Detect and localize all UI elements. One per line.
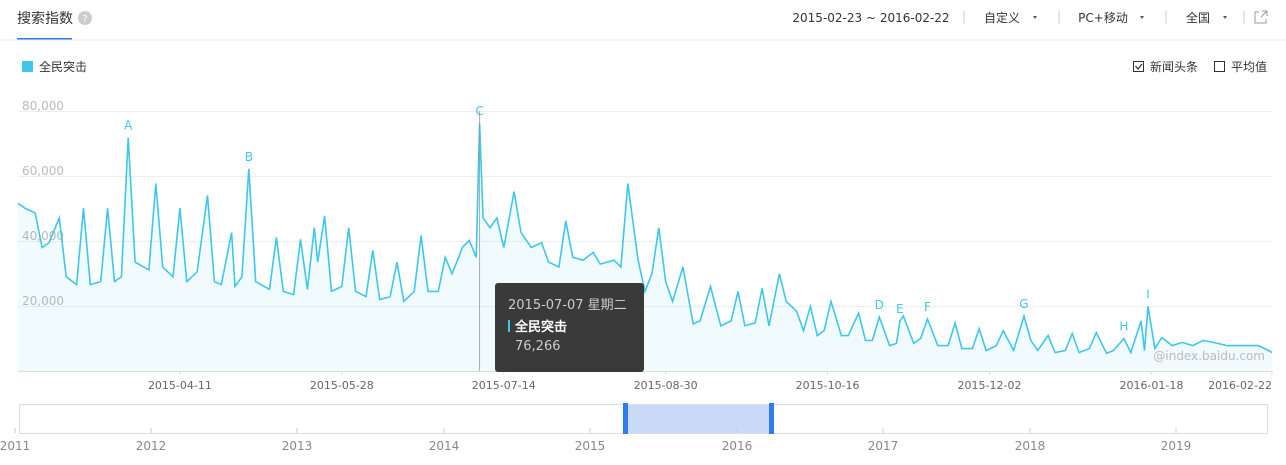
- navigator-handle[interactable]: [623, 403, 628, 434]
- dropdown-arrow: [1223, 16, 1227, 19]
- tooltip: 2015-07-07 星期二 全民突击 76,266: [495, 283, 644, 372]
- page-title: 搜索指数: [17, 10, 73, 27]
- device-select[interactable]: PC+移动: [1078, 11, 1128, 25]
- dropdown-arrow: [1033, 16, 1037, 19]
- region-select[interactable]: 全国: [1186, 10, 1210, 25]
- annotation: A: [124, 119, 133, 133]
- annotation: E: [896, 302, 904, 316]
- annotation: G: [1019, 297, 1028, 311]
- navigator-year: 2015: [575, 439, 606, 453]
- tooltip-series: 全民突击: [514, 319, 567, 335]
- y-tick-label: 20,000: [22, 294, 64, 308]
- date-range[interactable]: 2015-02-23 ~ 2016-02-22: [792, 11, 949, 25]
- navigator-axis: 2011 2012 2013 2014 2015 2016 2017 2018 2019: [0, 428, 1191, 453]
- y-tick-label: 80,000: [22, 99, 64, 113]
- checkbox[interactable]: [1133, 61, 1144, 72]
- tooltip-title: 2015-07-07 星期二: [508, 298, 627, 313]
- annotation: I: [1146, 287, 1150, 301]
- checkbox-label[interactable]: 平均值: [1231, 59, 1267, 74]
- x-tick-label: 2016-01-18: [1119, 379, 1183, 392]
- navigator-year: 2012: [136, 439, 167, 453]
- y-tick-label: 60,000: [22, 164, 64, 178]
- navigator-selection[interactable]: [626, 405, 771, 433]
- navigator-handle[interactable]: [769, 403, 774, 434]
- area-fill: [18, 123, 1272, 371]
- annotation: H: [1119, 320, 1128, 334]
- navigator-year: 2013: [282, 439, 313, 453]
- x-tick-label: 2015-10-16: [796, 379, 860, 392]
- navigator-year: 2019: [1161, 439, 1192, 453]
- line: [17, 123, 1273, 355]
- legend-label[interactable]: 全民突击: [39, 59, 87, 74]
- annotation: D: [875, 298, 884, 312]
- checkbox[interactable]: [1214, 61, 1225, 72]
- export-icon[interactable]: [1254, 10, 1268, 24]
- mode-select[interactable]: 自定义: [984, 10, 1020, 25]
- x-tick-label: 2015-07-14: [472, 379, 536, 392]
- x-tick-label: 2015-05-28: [310, 379, 374, 392]
- navigator-year: 2018: [1015, 439, 1046, 453]
- help-icon-glyph: ?: [82, 14, 87, 25]
- x-tick-label: 2015-04-11: [148, 379, 212, 392]
- tooltip-value: 76,266: [515, 339, 561, 354]
- dropdown-arrow: [1140, 16, 1144, 19]
- x-tick-label: 2015-12-02: [958, 379, 1022, 392]
- tooltip-swatch: [508, 320, 510, 332]
- legend-swatch[interactable]: [22, 61, 33, 72]
- annotation: F: [924, 300, 931, 314]
- navigator-year: 2016: [722, 439, 753, 453]
- x-tick-label: 2016-02-22: [1208, 379, 1272, 392]
- navigator-year: 2017: [868, 439, 899, 453]
- watermark: @index.baidu.com: [1153, 349, 1265, 363]
- annotation: B: [245, 150, 253, 164]
- checkbox-mark: [1135, 63, 1143, 71]
- tooltip-box: [495, 283, 644, 372]
- navigator-year: 2011: [0, 439, 30, 453]
- help-icon[interactable]: [78, 11, 92, 25]
- x-tick-label: 2015-08-30: [634, 379, 698, 392]
- checkbox-label[interactable]: 新闻头条: [1150, 59, 1198, 74]
- navigator-year: 2014: [429, 439, 460, 453]
